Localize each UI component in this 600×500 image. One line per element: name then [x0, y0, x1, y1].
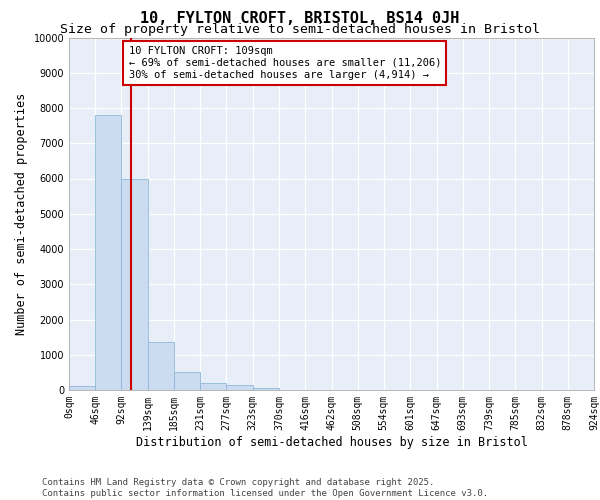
Bar	[174, 372, 200, 390]
Bar	[148, 342, 174, 390]
Bar	[121, 178, 148, 390]
Bar	[200, 383, 226, 390]
Y-axis label: Number of semi-detached properties: Number of semi-detached properties	[15, 92, 28, 335]
Text: Contains HM Land Registry data © Crown copyright and database right 2025.
Contai: Contains HM Land Registry data © Crown c…	[42, 478, 488, 498]
Bar	[226, 386, 253, 390]
X-axis label: Distribution of semi-detached houses by size in Bristol: Distribution of semi-detached houses by …	[136, 436, 527, 448]
Text: 10 FYLTON CROFT: 109sqm
← 69% of semi-detached houses are smaller (11,206)
30% o: 10 FYLTON CROFT: 109sqm ← 69% of semi-de…	[128, 46, 441, 80]
Bar	[253, 388, 279, 390]
Bar	[69, 386, 95, 390]
Text: Size of property relative to semi-detached houses in Bristol: Size of property relative to semi-detach…	[60, 22, 540, 36]
Bar	[95, 115, 121, 390]
Text: 10, FYLTON CROFT, BRISTOL, BS14 0JH: 10, FYLTON CROFT, BRISTOL, BS14 0JH	[140, 11, 460, 26]
